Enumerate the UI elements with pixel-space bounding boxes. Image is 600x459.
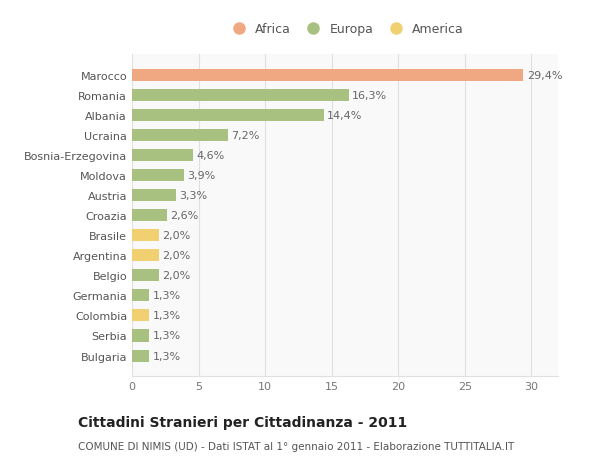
Text: 2,6%: 2,6% <box>170 211 198 221</box>
Legend: Africa, Europa, America: Africa, Europa, America <box>223 20 467 40</box>
Bar <box>132 110 324 122</box>
Bar <box>132 210 167 222</box>
Bar <box>132 150 193 162</box>
Bar <box>132 330 149 342</box>
Text: 16,3%: 16,3% <box>352 91 388 101</box>
Bar <box>132 130 228 142</box>
Bar <box>132 270 158 282</box>
Bar <box>132 350 149 362</box>
Text: COMUNE DI NIMIS (UD) - Dati ISTAT al 1° gennaio 2011 - Elaborazione TUTTITALIA.I: COMUNE DI NIMIS (UD) - Dati ISTAT al 1° … <box>78 441 514 451</box>
Text: 3,3%: 3,3% <box>179 191 208 201</box>
Text: 7,2%: 7,2% <box>231 131 260 141</box>
Bar <box>132 230 158 242</box>
Text: 3,9%: 3,9% <box>187 171 215 181</box>
Text: 2,0%: 2,0% <box>162 231 190 241</box>
Text: 1,3%: 1,3% <box>152 291 181 301</box>
Bar <box>132 170 184 182</box>
Text: 2,0%: 2,0% <box>162 271 190 281</box>
Bar <box>132 250 158 262</box>
Bar <box>132 70 523 82</box>
Text: 14,4%: 14,4% <box>327 111 362 121</box>
Text: 1,3%: 1,3% <box>152 331 181 341</box>
Text: Cittadini Stranieri per Cittadinanza - 2011: Cittadini Stranieri per Cittadinanza - 2… <box>78 415 407 429</box>
Text: 1,3%: 1,3% <box>152 351 181 361</box>
Bar <box>132 290 149 302</box>
Text: 29,4%: 29,4% <box>527 71 562 81</box>
Text: 1,3%: 1,3% <box>152 311 181 321</box>
Bar <box>132 190 176 202</box>
Bar <box>132 310 149 322</box>
Text: 2,0%: 2,0% <box>162 251 190 261</box>
Bar <box>132 90 349 102</box>
Text: 4,6%: 4,6% <box>197 151 225 161</box>
